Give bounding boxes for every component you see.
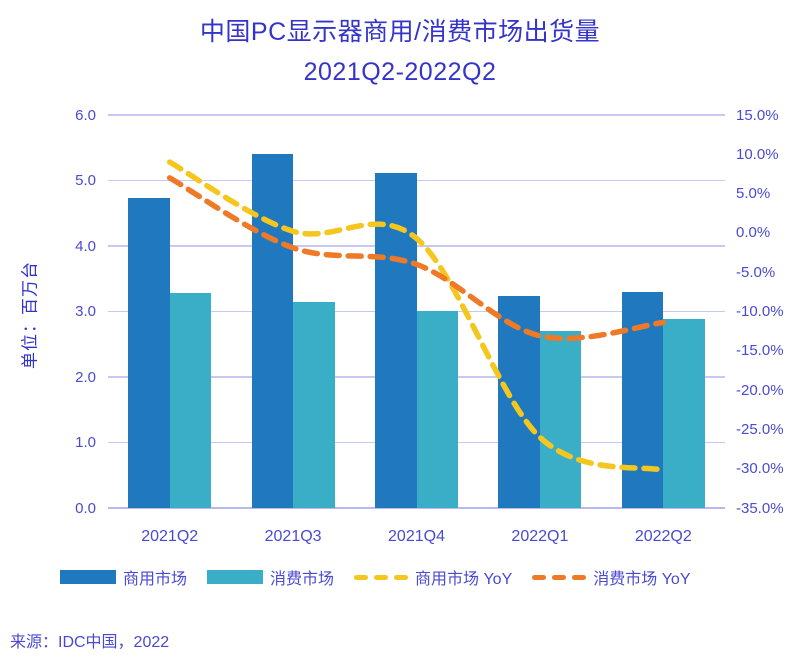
consumer-yoy-dash-swatch-icon (532, 574, 587, 580)
source-note: 来源：IDC中国，2022 (10, 634, 170, 651)
gridline (108, 179, 725, 182)
right-axis-tick: 10.0% (736, 145, 779, 163)
commercial-yoy-dash-swatch-icon (354, 574, 409, 580)
gridline (108, 114, 725, 116)
x-axis-label: 2021Q3 (264, 528, 322, 545)
legend-item-consumer: 消费市场 (207, 565, 334, 589)
legend: 商用市场 消费市场 商用市场 YoY 消费市场 YoY (60, 563, 691, 591)
legend-item-commercial: 商用市场 (60, 565, 187, 589)
commercial-bar-swatch-icon (60, 570, 116, 584)
right-axis-tick: -20.0% (736, 381, 784, 399)
consumer-bar (293, 302, 335, 508)
legend-label-consumer: 消费市场 (270, 571, 335, 588)
consumer-bar (663, 318, 705, 508)
x-axis-label: 2021Q2 (141, 528, 199, 545)
legend-item-commercial-yoy: 商用市场 YoY (354, 565, 512, 589)
right-axis-tick: 5.0% (736, 185, 771, 203)
x-axis-label: 2022Q2 (634, 528, 692, 545)
right-axis-tick: -5.0% (736, 263, 776, 281)
commercial-bar (128, 197, 170, 508)
legend-label-commercial-yoy: 商用市场 YoY (415, 571, 513, 588)
right-axis-tick: -35.0% (736, 499, 784, 517)
right-axis-tick: -10.0% (736, 303, 784, 320)
commercial-bar (251, 154, 294, 508)
legend-label-commercial: 商用市场 (123, 571, 188, 588)
x-axis-line (108, 507, 725, 509)
legend-item-consumer-yoy: 消费市场 YoY (532, 565, 691, 589)
left-axis-tick: 6.0 (75, 106, 96, 124)
left-axis-tick: 0.0 (75, 499, 96, 517)
y-axis-title: 单位：百万台 (20, 261, 40, 369)
left-axis-tick: 4.0 (75, 237, 96, 255)
commercial-bar (498, 295, 540, 508)
consumer-bar (416, 310, 458, 508)
x-axis-label: 2022Q1 (511, 528, 569, 545)
left-axis-tick: 5.0 (75, 172, 96, 189)
right-axis-tick: -15.0% (736, 342, 784, 360)
right-axis-tick: 0.0% (736, 224, 771, 242)
right-axis-tick: 15.0% (736, 106, 779, 124)
right-axis-tick: -25.0% (736, 420, 784, 438)
consumer-bar (539, 331, 582, 508)
commercial-bar (375, 172, 417, 508)
gridline (108, 245, 725, 247)
chart-title-line2: 2021Q2-2022Q2 (303, 58, 497, 86)
chart-title-line1: 中国PC显示器商用/消费市场出货量 (199, 18, 601, 46)
chart-title: 中国PC显示器商用/消费市场出货量 2021Q2-2022Q2 (0, 12, 800, 92)
left-axis-tick: 3.0 (75, 303, 96, 320)
commercial-bar (621, 291, 664, 508)
legend-label-consumer-yoy: 消费市场 YoY (593, 571, 691, 588)
left-axis-tick: 1.0 (75, 434, 96, 451)
consumer-bar (169, 292, 212, 508)
consumer-bar-swatch-icon (207, 570, 264, 584)
x-axis-label: 2021Q4 (388, 528, 445, 545)
left-axis-tick: 2.0 (75, 368, 96, 386)
right-axis-tick: -30.0% (736, 460, 784, 478)
